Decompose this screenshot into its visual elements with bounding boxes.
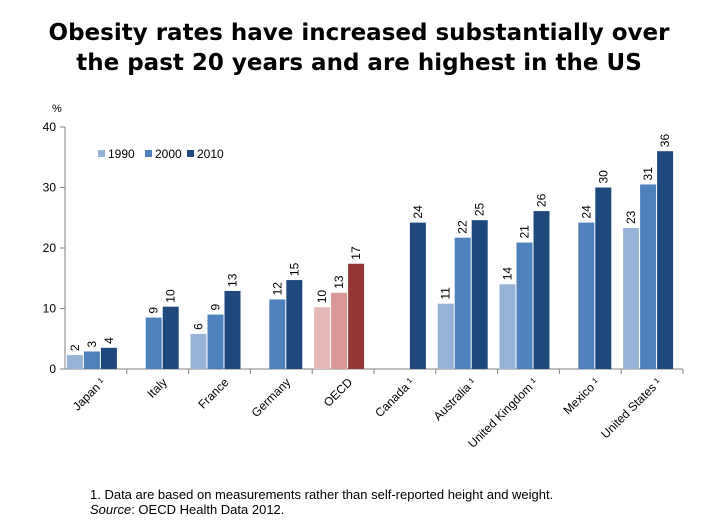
data-label: 9: [209, 304, 223, 311]
legend-swatch-2000: [145, 150, 152, 157]
bar-2010: [409, 222, 426, 369]
x-tick-label: OECD: [321, 375, 356, 410]
y-axis-label: %: [52, 103, 62, 115]
data-label: 12: [270, 282, 284, 296]
data-label: 30: [596, 170, 610, 184]
bar-1990: [623, 228, 640, 369]
data-label: 25: [473, 202, 487, 216]
x-tick-label: France: [195, 375, 232, 412]
data-label: 17: [349, 246, 363, 260]
data-label: 6: [192, 323, 206, 330]
bar-1990: [499, 284, 516, 369]
y-tick-label: 30: [43, 181, 57, 195]
x-tick-label: Italy: [144, 375, 169, 400]
data-label: 13: [332, 275, 346, 289]
data-label: 36: [658, 134, 672, 148]
data-label: 2: [68, 344, 82, 351]
source-label: Source: [90, 502, 132, 517]
data-label: 3: [85, 340, 99, 347]
legend-label-2010: 2010: [197, 147, 224, 161]
data-label: 11: [439, 287, 453, 300]
data-label: 9: [147, 307, 161, 314]
chart-title-line-2: the past 20 years and are highest in the…: [76, 50, 642, 76]
bar-2000: [145, 317, 162, 369]
data-label: 26: [535, 193, 549, 207]
data-label: 4: [102, 337, 116, 344]
bar-2010: [348, 263, 365, 369]
footnote: 1. Data are based on measurements rather…: [90, 487, 553, 517]
x-tick-label: Mexico ¹: [560, 375, 602, 417]
chart-category-labels: Japan ¹ Italy France Germany OECD Canada ¹ Aus…: [70, 375, 664, 451]
x-tick-label: Japan ¹: [70, 375, 108, 413]
y-tick-label: 10: [43, 302, 57, 316]
legend-swatch-1990: [98, 150, 105, 157]
data-label: 24: [579, 205, 593, 219]
chart-legend: 1990 2000 2010: [98, 147, 224, 161]
x-tick-label: Germany: [249, 375, 294, 420]
bar-2010: [162, 306, 179, 369]
footnote-line: 1. Data are based on measurements rather…: [90, 487, 554, 502]
y-tick-label: 0: [49, 362, 56, 376]
bar-2000: [516, 242, 533, 369]
x-tick-label: Australia ¹: [431, 375, 479, 423]
data-label: 21: [518, 225, 532, 239]
chart-axes: % 0 10 20 30 40: [43, 103, 684, 376]
y-tick-label: 20: [43, 241, 57, 255]
bar-2000: [454, 237, 471, 369]
bar-2000: [83, 351, 100, 369]
bar-1990: [66, 355, 83, 369]
chart-bars: [66, 151, 674, 369]
bar-1990: [314, 307, 331, 369]
bar-2010: [657, 151, 674, 369]
x-tick-label: Canada ¹: [372, 375, 417, 420]
chart-title: Obesity rates have increased substantial…: [0, 18, 718, 78]
data-label: 14: [501, 267, 515, 281]
bar-2000: [640, 184, 657, 369]
data-label: 13: [226, 273, 240, 287]
legend-label-1990: 1990: [108, 147, 135, 161]
bar-1990: [437, 303, 454, 369]
data-label: 23: [624, 210, 638, 224]
y-tick-label: 40: [43, 120, 57, 134]
bar-2000: [331, 292, 348, 369]
bar-2000: [578, 222, 595, 369]
chart-title-line-1: Obesity rates have increased substantial…: [48, 20, 670, 46]
data-label: 31: [641, 167, 655, 181]
data-label: 22: [456, 220, 470, 234]
data-label: 15: [287, 262, 301, 276]
bar-2000: [207, 314, 224, 369]
source-text: : OECD Health Data 2012.: [131, 502, 285, 517]
legend-swatch-2010: [187, 150, 194, 157]
bar-2010: [286, 280, 303, 369]
data-label: 24: [411, 205, 425, 219]
bar-1990: [190, 333, 207, 369]
bar-2010: [100, 347, 117, 369]
source-line: Source: OECD Health Data 2012.: [90, 502, 553, 517]
bar-2010: [533, 211, 550, 369]
bar-2010: [224, 290, 241, 369]
data-label: 10: [315, 290, 329, 304]
legend-label-2000: 2000: [155, 147, 182, 161]
bar-2000: [269, 299, 286, 369]
chart-data-labels: 2349106913121510131724112225142126243023…: [68, 134, 672, 352]
x-tick-label: United States ¹: [598, 375, 664, 441]
bar-2010: [471, 220, 488, 369]
data-label: 10: [164, 289, 178, 303]
bar-2010: [595, 187, 612, 369]
